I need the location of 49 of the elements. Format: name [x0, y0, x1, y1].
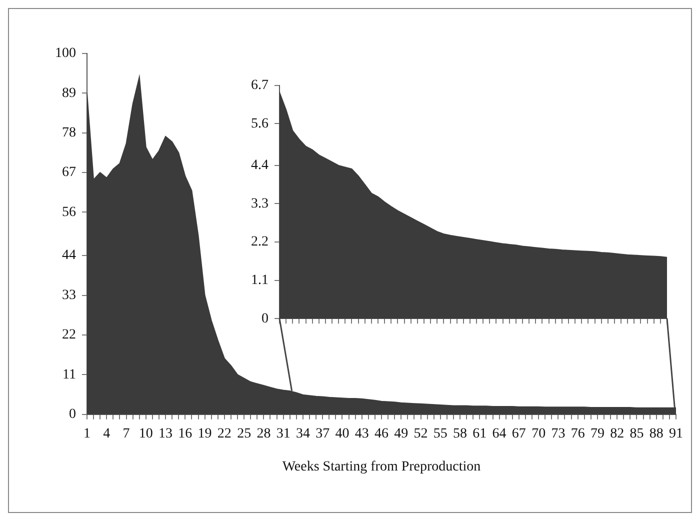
x-tick-label: 25 — [237, 426, 252, 442]
x-tick-label: 88 — [649, 426, 664, 442]
x-tick-label: 34 — [296, 426, 310, 442]
y-tick-label: 6.7 — [251, 78, 268, 94]
x-tick-label: 43 — [354, 426, 369, 442]
x-tick-label: 22 — [217, 426, 232, 442]
x-tick-label: 46 — [374, 426, 388, 442]
x-tick-label: 76 — [570, 426, 585, 442]
x-tick-label: 61 — [472, 426, 487, 442]
x-tick-label: 1 — [84, 426, 90, 442]
y-tick-label: 1.1 — [251, 272, 268, 288]
x-axis-title: Weeks Starting from Preproduction — [282, 459, 481, 474]
y-tick-label: 0 — [69, 407, 76, 422]
x-tick-label: 10 — [138, 426, 153, 442]
y-tick-label: 2.2 — [251, 234, 268, 250]
y-tick-label: 11 — [62, 367, 76, 382]
x-tick-label: 13 — [158, 426, 173, 442]
y-tick-label: 56 — [62, 204, 76, 220]
x-tick-label: 58 — [453, 426, 468, 442]
x-tick-label: 16 — [178, 426, 192, 442]
x-tick-label: 37 — [316, 426, 330, 442]
x-tick-label: 4 — [103, 426, 110, 442]
x-tick-label: 85 — [630, 426, 644, 442]
x-tick-label: 79 — [590, 426, 604, 442]
x-tick-label: 67 — [512, 426, 526, 442]
x-tick-label: 70 — [532, 426, 546, 442]
x-tick-label: 64 — [492, 426, 506, 442]
y-tick-label: 78 — [62, 125, 76, 140]
x-tick-label: 55 — [433, 426, 448, 442]
x-tick-label: 31 — [276, 426, 290, 442]
x-tick-label: 49 — [394, 426, 408, 442]
y-tick-label: 3.3 — [251, 196, 268, 212]
y-tick-label: 22 — [62, 328, 76, 343]
x-tick-label: 82 — [610, 426, 624, 442]
y-tick-label: 44 — [62, 248, 76, 264]
y-tick-label: 0 — [262, 311, 268, 326]
x-tick-label: 52 — [414, 426, 428, 442]
y-tick-label: 33 — [62, 288, 76, 303]
y-tick-label: 67 — [62, 165, 76, 180]
x-tick-label: 91 — [669, 426, 683, 442]
x-tick-label: 40 — [335, 426, 350, 442]
x-tick-label: 73 — [551, 426, 566, 442]
x-tick-label: 7 — [122, 426, 130, 442]
y-tick-label: 89 — [62, 86, 76, 101]
y-tick-label: 5.6 — [251, 116, 268, 132]
x-tick-label: 28 — [256, 426, 271, 442]
x-tick-label: 19 — [198, 426, 212, 442]
y-tick-label: 100 — [55, 46, 76, 62]
y-tick-label: 4.4 — [251, 158, 268, 174]
